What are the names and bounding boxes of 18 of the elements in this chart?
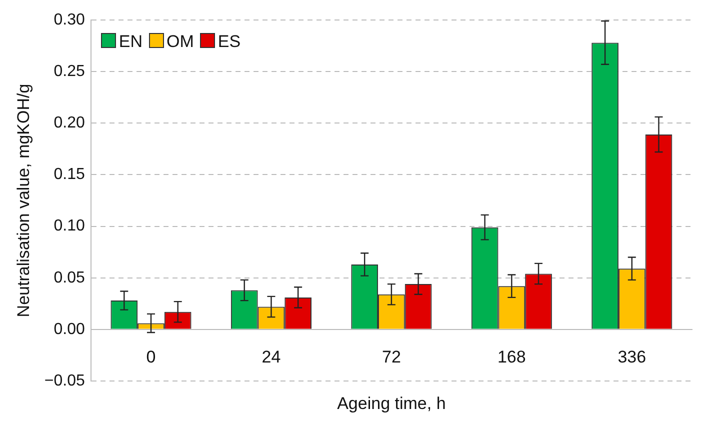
legend-label: ES — [216, 32, 241, 52]
x-tick-label: 336 — [618, 347, 646, 366]
legend-label: EN — [118, 32, 142, 52]
y-tick-label: 0.30 — [54, 11, 85, 28]
x-axis-title: Ageing time, h — [337, 394, 446, 413]
y-tick-label: −0.05 — [44, 372, 85, 390]
x-tick-label: 24 — [262, 347, 281, 366]
y-tick-label: 0.05 — [54, 269, 85, 286]
y-axis-title: Neutralisation value, mgKOH/g — [14, 84, 33, 318]
y-tick-label: 0.25 — [54, 62, 85, 80]
x-tick-label: 0 — [146, 347, 156, 366]
y-tick-label: 0.20 — [54, 114, 85, 132]
x-tick-label: 168 — [497, 347, 526, 366]
y-tick-label: 0.00 — [54, 320, 85, 338]
legend-label: OM — [166, 32, 194, 52]
x-tick-label: 72 — [382, 347, 401, 366]
y-tick-label: 0.10 — [54, 218, 85, 235]
y-tick-label: 0.15 — [54, 166, 85, 184]
